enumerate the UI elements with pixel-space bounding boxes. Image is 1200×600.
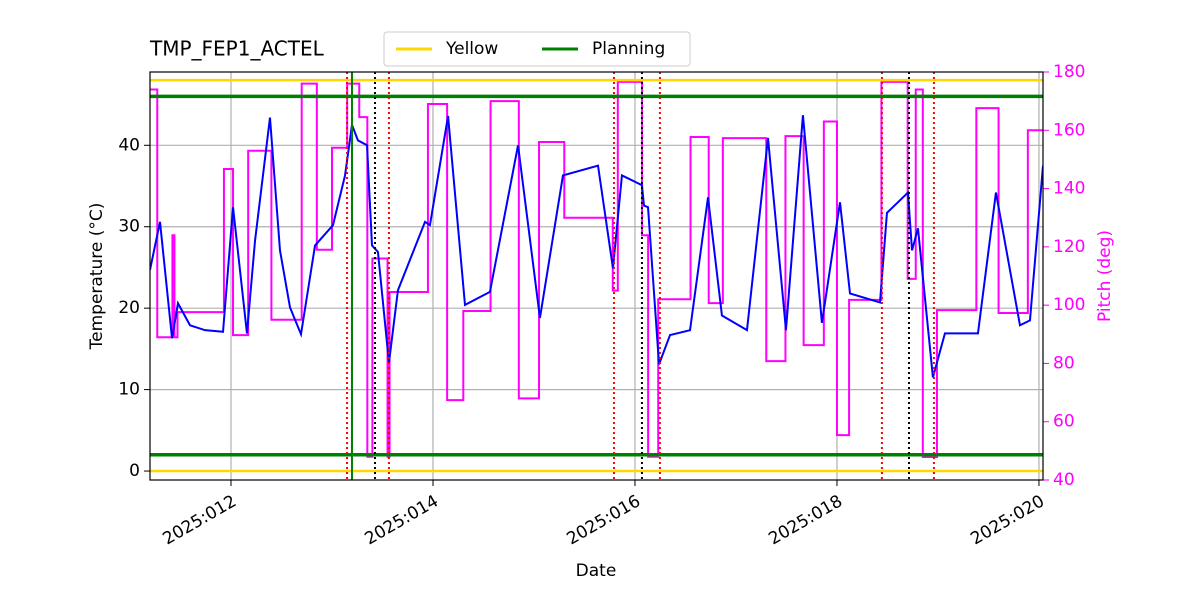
y2-tick-label: 180 [1053,62,1085,82]
y2-tick-label: 40 [1053,470,1075,490]
legend-label: Planning [592,39,665,59]
legend-label: Yellow [445,39,498,59]
y2-tick-label: 120 [1053,237,1085,257]
legend: Yellow Planning [383,31,691,67]
y-axis-label: Temperature (°C) [87,203,107,351]
plot-area [150,72,1043,480]
axes-frame [149,71,1044,481]
x-axis-label: Date [576,561,617,581]
y2-tick-label: 60 [1053,412,1075,432]
y2-tick-label: 80 [1053,353,1075,373]
data-line [150,115,1043,378]
y2-tick-label: 160 [1053,120,1085,140]
y-tick-label: 20 [118,298,140,318]
data-line [150,80,1043,458]
y-tick-label: 40 [118,135,140,155]
legend-box [383,31,691,67]
y2-axis-label: Pitch (deg) [1095,230,1115,322]
chart-title: TMP_FEP1_ACTEL [149,37,325,61]
y-tick-label: 30 [118,217,140,237]
y2-tick-label: 140 [1053,179,1085,199]
y2-tick-label: 100 [1053,295,1085,315]
y-tick-label: 0 [129,461,140,481]
y-tick-label: 10 [118,380,140,400]
